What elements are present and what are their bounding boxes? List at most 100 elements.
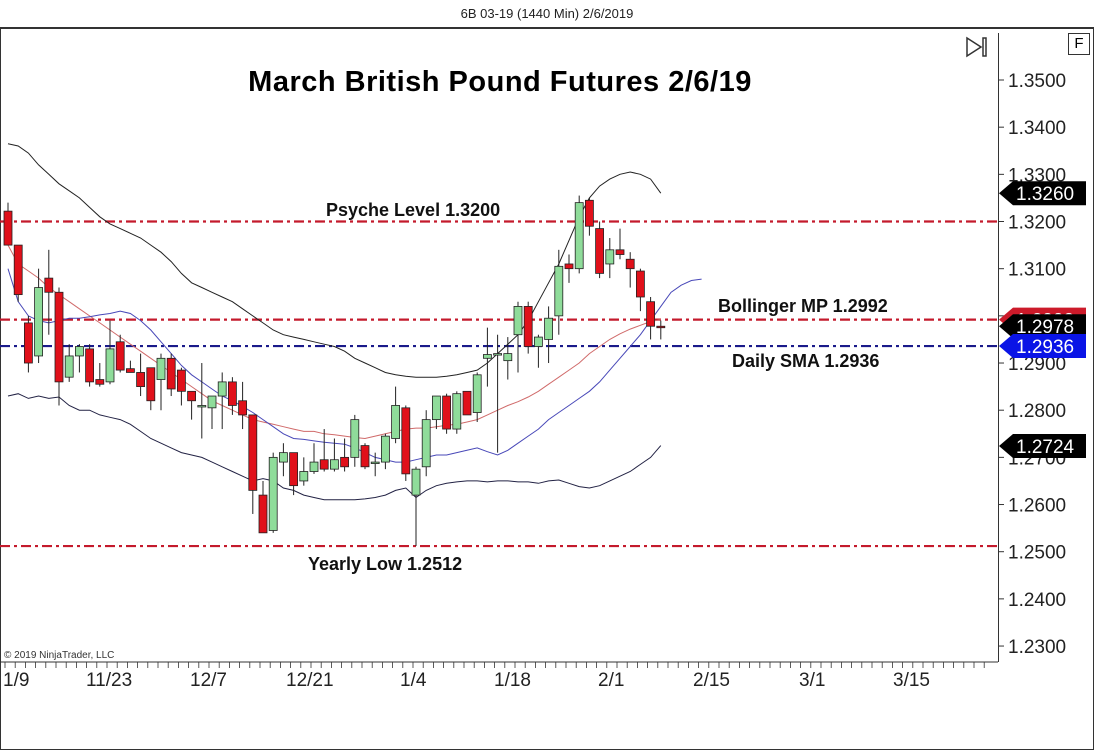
- candle[interactable]: [350, 419, 360, 458]
- candle[interactable]: [95, 379, 105, 385]
- candle[interactable]: [126, 368, 135, 373]
- candle[interactable]: [625, 258, 635, 270]
- candle[interactable]: [544, 317, 553, 340]
- bollinger-lower-line[interactable]: [7, 393, 662, 501]
- y-tick-label: 1.3400: [1008, 118, 1066, 139]
- candle[interactable]: [493, 353, 503, 356]
- x-tick-label: 12/21: [286, 670, 334, 691]
- candle[interactable]: [401, 407, 411, 475]
- candle[interactable]: [636, 270, 645, 298]
- candle[interactable]: [64, 355, 74, 378]
- candle[interactable]: [3, 210, 13, 246]
- price-axis[interactable]: [998, 33, 999, 662]
- candle[interactable]: [75, 346, 84, 357]
- y-tick-label: 1.2800: [1008, 401, 1066, 422]
- candle[interactable]: [278, 452, 288, 463]
- candle[interactable]: [360, 445, 370, 468]
- annotation-bollinger-mp: Bollinger MP 1.2992: [718, 296, 888, 316]
- candle[interactable]: [268, 456, 278, 531]
- candle[interactable]: [217, 381, 227, 397]
- candle[interactable]: [482, 354, 492, 359]
- y-tick-label: 1.2400: [1008, 590, 1066, 611]
- y-tick-label: 1.3200: [1008, 213, 1066, 234]
- y-tick-label: 1.2600: [1008, 496, 1066, 517]
- chart-window-header: 6B 03-19 (1440 Min) 2/6/2019: [0, 0, 1094, 27]
- candle[interactable]: [146, 367, 156, 402]
- candle[interactable]: [472, 374, 482, 413]
- candle[interactable]: [299, 471, 309, 482]
- candle[interactable]: [176, 369, 186, 392]
- candle[interactable]: [656, 325, 666, 329]
- x-tick-label: 3/15: [893, 670, 930, 691]
- annotation-yearly-low: Yearly Low 1.2512: [308, 554, 463, 574]
- candle[interactable]: [136, 372, 146, 388]
- price-marker: [999, 434, 1086, 459]
- candle[interactable]: [289, 452, 299, 487]
- candle[interactable]: [207, 395, 217, 409]
- candle[interactable]: [44, 277, 54, 293]
- candle[interactable]: [166, 357, 176, 390]
- y-tick-label: 1.3300: [1008, 165, 1066, 186]
- candle[interactable]: [421, 419, 431, 468]
- candle[interactable]: [340, 456, 350, 468]
- y-tick-label: 1.2300: [1008, 637, 1066, 658]
- fixed-scale-button[interactable]: F: [1068, 33, 1090, 55]
- x-tick-label: 2/1: [598, 670, 624, 691]
- price-marker-label: 1.2978: [1016, 317, 1074, 338]
- copyright-text: © 2019 NinjaTrader, LLC: [4, 650, 115, 661]
- candle[interactable]: [503, 353, 513, 362]
- price-marker: [999, 334, 1086, 359]
- chart-title: March British Pound Futures 2/6/19: [248, 66, 752, 98]
- candle[interactable]: [370, 461, 380, 464]
- annotation-psyche-level: Psyche Level 1.3200: [326, 200, 501, 220]
- x-tick-label: 1/4: [400, 670, 427, 691]
- candle[interactable]: [534, 336, 543, 347]
- price-marker: [999, 181, 1086, 206]
- candle[interactable]: [380, 435, 390, 463]
- candle[interactable]: [442, 395, 452, 430]
- candle[interactable]: [258, 494, 268, 534]
- candle[interactable]: [309, 461, 319, 472]
- candle[interactable]: [585, 199, 594, 227]
- x-tick-label: 11/23: [86, 670, 132, 691]
- candle[interactable]: [554, 265, 564, 317]
- candle[interactable]: [197, 405, 207, 408]
- scroll-to-end-icon[interactable]: [964, 36, 990, 63]
- candle[interactable]: [411, 468, 421, 496]
- candle[interactable]: [13, 244, 23, 296]
- candle[interactable]: [452, 393, 462, 430]
- candle[interactable]: [329, 459, 339, 470]
- candle[interactable]: [34, 287, 43, 357]
- candle[interactable]: [187, 390, 197, 402]
- candle[interactable]: [105, 348, 115, 383]
- y-tick-label: 1.3500: [1008, 71, 1066, 92]
- candle[interactable]: [605, 249, 615, 265]
- bollinger-mid-line[interactable]: [7, 244, 661, 440]
- candle[interactable]: [156, 357, 166, 380]
- candle[interactable]: [227, 381, 237, 406]
- candle[interactable]: [523, 306, 533, 347]
- bollinger-upper-line[interactable]: [7, 143, 662, 378]
- candle[interactable]: [23, 322, 33, 364]
- candle[interactable]: [615, 249, 625, 255]
- candle[interactable]: [85, 348, 94, 383]
- annotation-daily-sma: Daily SMA 1.2936: [732, 351, 880, 371]
- price-marker-label: 1.2724: [1016, 437, 1075, 458]
- x-tick-label: 1/18: [494, 670, 531, 691]
- candle[interactable]: [54, 291, 64, 383]
- candle[interactable]: [574, 202, 584, 270]
- candle[interactable]: [115, 341, 125, 371]
- price-marker: [999, 314, 1086, 339]
- price-marker-label: 1.3260: [1016, 184, 1074, 205]
- candle[interactable]: [248, 414, 258, 491]
- candle[interactable]: [646, 301, 655, 327]
- candle[interactable]: [238, 400, 248, 416]
- candle[interactable]: [462, 390, 472, 416]
- candle[interactable]: [319, 459, 329, 470]
- candle[interactable]: [431, 395, 441, 421]
- candle[interactable]: [595, 228, 604, 274]
- candle[interactable]: [564, 263, 574, 270]
- candle[interactable]: [513, 306, 523, 336]
- candle[interactable]: [391, 405, 401, 439]
